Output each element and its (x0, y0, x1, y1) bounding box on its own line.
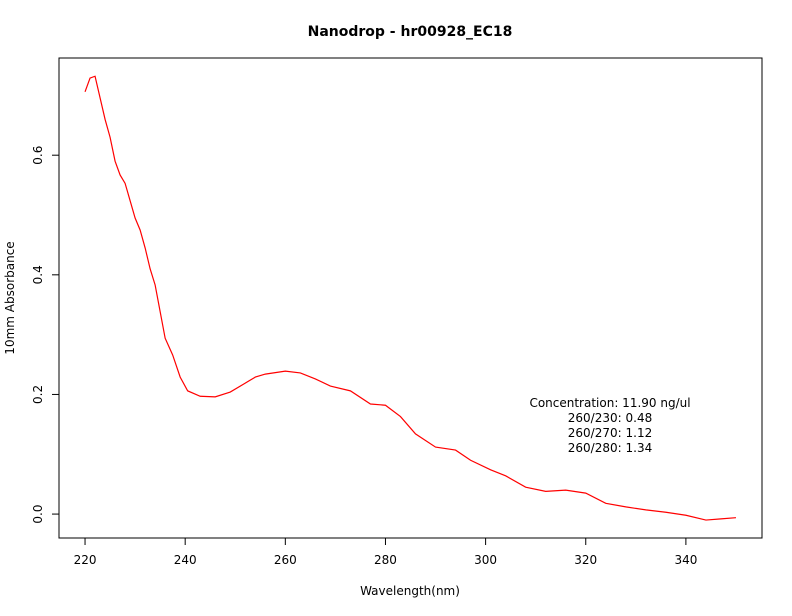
plot-box (58, 57, 763, 539)
y-tick-label: 0.2 (31, 385, 45, 404)
x-tick-label: 300 (474, 553, 497, 567)
x-tick-label: 240 (174, 553, 197, 567)
annotation: Concentration: 11.90 ng/ul (529, 396, 690, 410)
y-tick-label: 0.6 (31, 146, 45, 165)
annotation: 260/230: 0.48 (568, 411, 652, 425)
y-tick-label: 0.4 (31, 265, 45, 284)
x-tick-label: 320 (574, 553, 597, 567)
x-tick-label: 260 (274, 553, 297, 567)
x-axis-label: Wavelength(nm) (360, 584, 460, 598)
y-axis-label: 10mm Absorbance (3, 241, 17, 354)
data-line (84, 75, 737, 521)
y-tick-label: 0.0 (31, 505, 45, 524)
annotation: 260/270: 1.12 (568, 426, 652, 440)
x-tick-label: 280 (374, 553, 397, 567)
x-tick-label: 340 (674, 553, 697, 567)
chart-title: Nanodrop - hr00928_EC18 (308, 24, 513, 40)
annotation: 260/280: 1.34 (568, 441, 652, 455)
x-tick-label: 220 (74, 553, 97, 567)
